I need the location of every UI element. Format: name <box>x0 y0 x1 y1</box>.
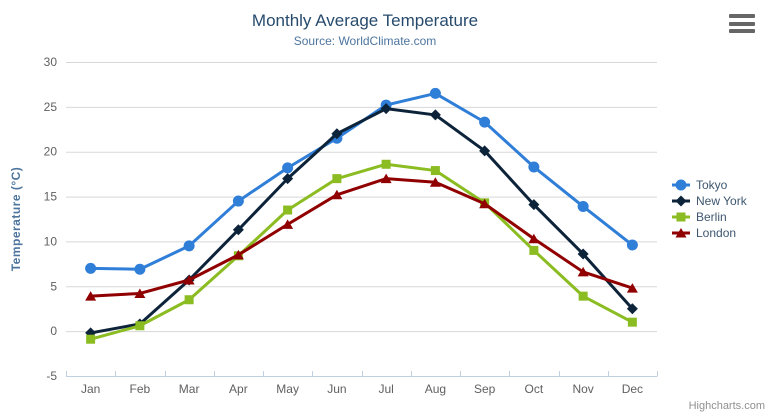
data-point-marker[interactable] <box>429 177 441 187</box>
data-point-marker[interactable] <box>184 295 194 305</box>
hamburger-icon <box>729 29 755 33</box>
data-point-marker[interactable] <box>479 145 491 157</box>
x-axis-label: Apr <box>229 382 248 396</box>
data-point-marker[interactable] <box>479 116 491 128</box>
legend-marker-icon <box>672 195 690 207</box>
y-axis-tick-label: 30 <box>44 55 58 69</box>
data-point-marker[interactable] <box>626 303 638 315</box>
x-axis-label: Nov <box>572 382 593 396</box>
data-point-marker[interactable] <box>577 200 589 212</box>
y-axis-tick-label: -5 <box>46 369 57 383</box>
data-point-marker[interactable] <box>429 87 441 99</box>
legend-marker-icon <box>672 212 690 222</box>
legend-item-london[interactable]: London <box>671 225 747 241</box>
data-point-marker[interactable] <box>183 240 195 252</box>
data-point-marker[interactable] <box>380 103 392 115</box>
series-line <box>89 177 634 298</box>
legend-marker-icon <box>672 179 690 191</box>
data-point-marker[interactable] <box>282 173 294 185</box>
hamburger-icon <box>729 14 755 18</box>
data-point-marker[interactable] <box>381 159 391 169</box>
data-point-marker[interactable] <box>528 199 540 211</box>
legend-item-berlin[interactable]: Berlin <box>671 209 747 225</box>
legend: Tokyo New York Berlin London <box>671 177 747 241</box>
highcharts-credits-link[interactable]: Highcharts.com <box>688 400 765 412</box>
series-new-york <box>85 103 638 339</box>
x-axis-label: Feb <box>130 382 151 396</box>
data-point-marker[interactable] <box>578 291 588 301</box>
data-point-marker[interactable] <box>331 189 343 200</box>
y-axis-tick-label: 0 <box>50 324 57 338</box>
legend-label: London <box>696 226 737 240</box>
data-point-marker[interactable] <box>85 291 97 301</box>
data-point-marker[interactable] <box>134 288 146 298</box>
hamburger-icon <box>729 21 755 26</box>
data-point-marker[interactable] <box>626 283 638 293</box>
series-tokyo <box>85 87 638 275</box>
data-point-marker[interactable] <box>85 262 97 274</box>
x-axis-label: Dec <box>622 382 643 396</box>
data-point-marker[interactable] <box>429 109 441 121</box>
y-axis-title: Temperature (°C) <box>9 167 23 272</box>
series-london <box>85 173 638 301</box>
data-point-marker[interactable] <box>232 249 244 260</box>
data-point-marker[interactable] <box>283 205 293 215</box>
data-point-marker[interactable] <box>282 162 294 174</box>
data-point-marker[interactable] <box>134 263 146 275</box>
data-point-marker[interactable] <box>577 266 589 277</box>
data-point-marker[interactable] <box>430 166 440 176</box>
data-point-marker[interactable] <box>577 248 589 260</box>
data-point-marker[interactable] <box>183 275 195 285</box>
data-point-marker[interactable] <box>528 233 540 244</box>
legend-marker-icon <box>672 228 690 238</box>
legend-label: Tokyo <box>696 178 728 192</box>
y-axis-tick-label: 25 <box>44 100 58 114</box>
data-point-marker[interactable] <box>479 198 491 209</box>
data-point-marker[interactable] <box>627 317 637 327</box>
x-axis-label: Oct <box>525 382 544 396</box>
data-point-marker[interactable] <box>528 161 540 173</box>
y-axis-tick-label: 5 <box>50 279 57 293</box>
y-axis-tick-label: 15 <box>44 190 58 204</box>
series-line <box>89 162 634 341</box>
data-point-marker[interactable] <box>86 334 96 344</box>
x-axis-label: Jun <box>327 382 346 396</box>
data-point-marker[interactable] <box>232 224 244 236</box>
data-point-marker[interactable] <box>232 195 244 207</box>
legend-label: New York <box>696 194 747 208</box>
data-point-marker[interactable] <box>135 321 145 331</box>
data-point-marker[interactable] <box>626 239 638 251</box>
data-point-marker[interactable] <box>332 174 342 184</box>
series-line <box>89 107 634 335</box>
x-axis-label: Aug <box>425 382 446 396</box>
data-point-marker[interactable] <box>282 219 294 229</box>
y-axis-tick-label: 20 <box>44 145 58 159</box>
x-axis-label: Jul <box>378 382 393 396</box>
legend-label: Berlin <box>696 210 727 224</box>
y-axis-tick-label: 10 <box>44 234 58 248</box>
data-point-marker[interactable] <box>529 245 539 255</box>
data-point-marker[interactable] <box>380 173 392 184</box>
legend-item-new-york[interactable]: New York <box>671 193 747 209</box>
x-axis-label: May <box>276 382 299 396</box>
legend-item-tokyo[interactable]: Tokyo <box>671 177 747 193</box>
x-axis-label: Jan <box>81 382 100 396</box>
export-menu-button[interactable] <box>729 14 755 33</box>
x-axis-label: Sep <box>474 382 496 396</box>
x-axis-label: Mar <box>179 382 200 396</box>
data-point-marker[interactable] <box>331 128 343 140</box>
